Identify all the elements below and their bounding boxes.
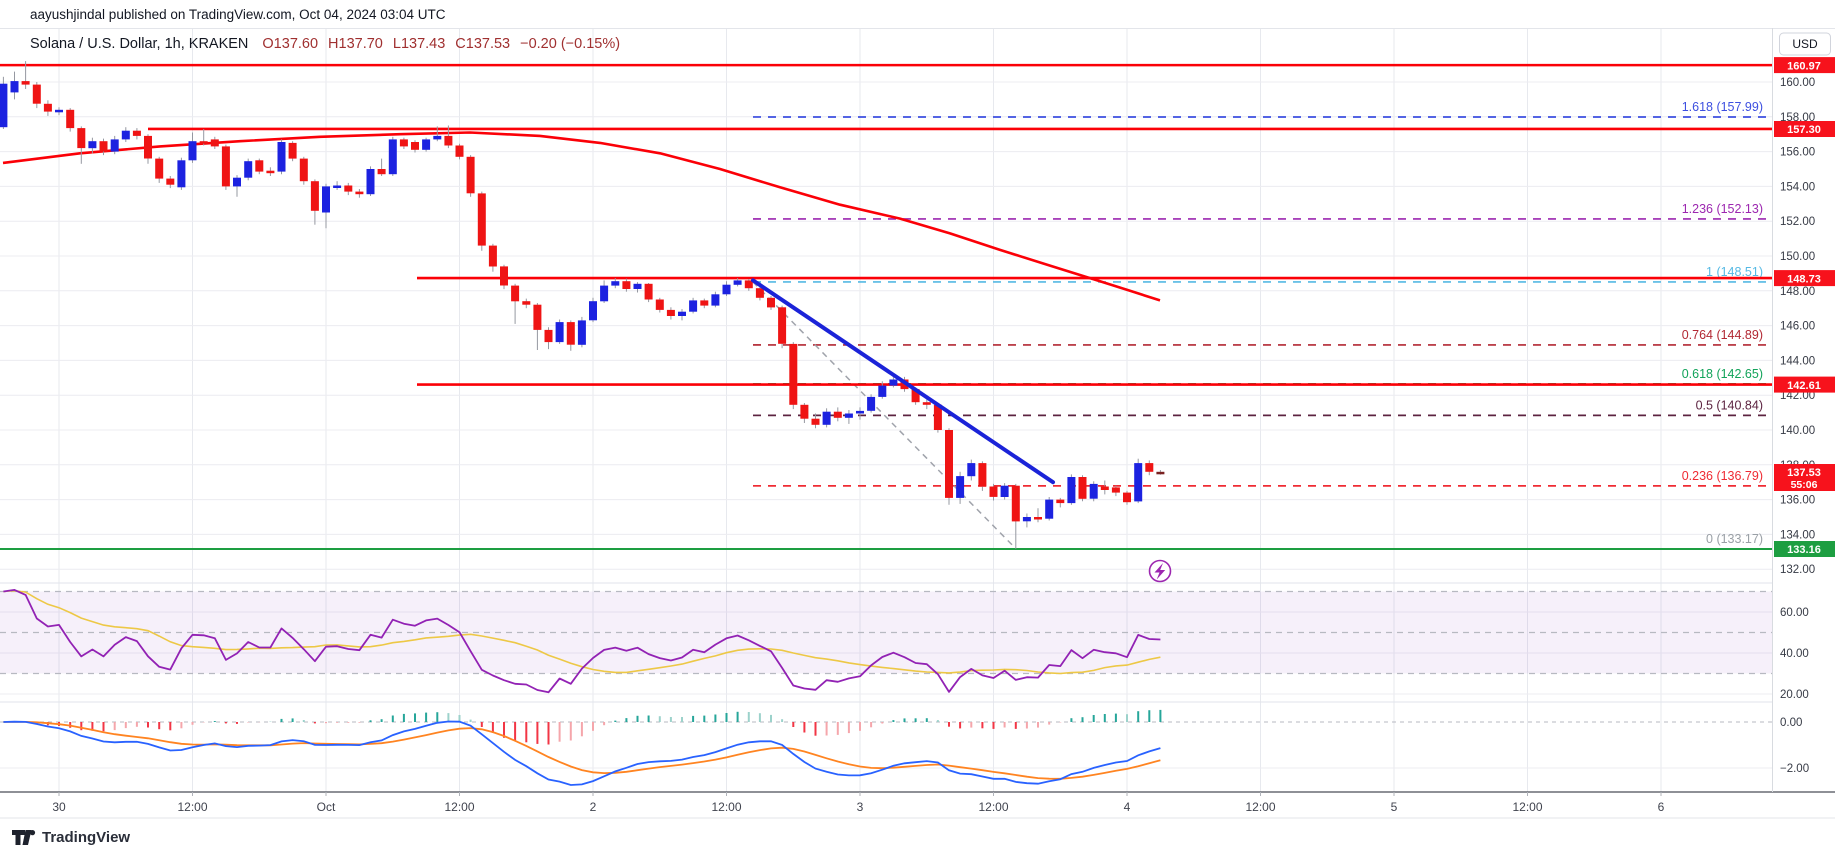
svg-text:144.00: 144.00 (1780, 355, 1815, 367)
svg-text:55:06: 55:06 (1791, 479, 1818, 491)
svg-text:156.00: 156.00 (1780, 147, 1815, 159)
tradingview-logo-text: TradingView (42, 829, 131, 846)
svg-text:0.5 (140.84): 0.5 (140.84) (1696, 398, 1763, 412)
symbol-legend: Solana / U.S. Dollar, 1h, KRAKEN O137.60 H… (30, 36, 630, 52)
candlesticks (0, 61, 1165, 549)
horizontal-level-lines[interactable] (0, 63, 1772, 551)
price-level-badge: 148.73 (1774, 270, 1835, 287)
svg-text:142.00: 142.00 (1780, 390, 1815, 402)
time-axis[interactable]: 30 12:00 Oct 12:00 2 12:00 3 12:00 4 12:00 5 12:00 6 (52, 792, 1665, 814)
svg-text:132.00: 132.00 (1780, 564, 1815, 576)
rsi-indicator (3, 589, 1161, 694)
svg-text:0.236 (136.79): 0.236 (136.79) (1682, 469, 1763, 483)
price-level-badge: 160.97 (1774, 57, 1835, 74)
price-axis[interactable]: 132.00134.00136.00138.00140.00142.00144.… (1774, 32, 1835, 775)
tradingview-logo-icon (12, 830, 36, 845)
svg-text:12:00: 12:00 (711, 800, 741, 814)
svg-text:−2.00: −2.00 (1780, 763, 1809, 775)
svg-text:140.00: 140.00 (1780, 425, 1815, 437)
currency-label[interactable]: USD (1779, 32, 1831, 56)
svg-text:USD: USD (1792, 37, 1818, 51)
last-price-badge: 137.53 55:06 (1774, 464, 1835, 491)
svg-text:Oct: Oct (317, 800, 336, 814)
svg-text:30: 30 (52, 800, 66, 814)
moving-average-line (2, 131, 1161, 302)
ohlc-change: −0.20 (−0.15%) (520, 36, 621, 52)
svg-text:12:00: 12:00 (444, 800, 474, 814)
svg-text:134.00: 134.00 (1780, 529, 1815, 541)
svg-text:12:00: 12:00 (177, 800, 207, 814)
svg-text:0.764 (144.89): 0.764 (144.89) (1682, 328, 1763, 342)
ohlc-close: C137.53 (455, 36, 511, 52)
svg-text:12:00: 12:00 (1512, 800, 1542, 814)
svg-text:158.00: 158.00 (1780, 112, 1815, 124)
svg-text:152.00: 152.00 (1780, 216, 1815, 228)
panel-separators (0, 28, 1835, 819)
svg-text:137.53: 137.53 (1787, 467, 1821, 479)
svg-text:0 (133.17): 0 (133.17) (1706, 532, 1763, 546)
price-level-badge: 133.16 (1774, 541, 1835, 557)
svg-text:146.00: 146.00 (1780, 321, 1815, 333)
svg-text:5: 5 (1391, 800, 1398, 814)
ohlc-open: O137.60 (262, 36, 319, 52)
svg-text:2: 2 (590, 800, 597, 814)
svg-text:160.97: 160.97 (1787, 60, 1821, 72)
svg-text:1.618 (157.99): 1.618 (157.99) (1682, 100, 1763, 114)
price-level-badge: 142.61 (1774, 376, 1835, 393)
published-text: aayushjindal published on TradingView.co… (30, 6, 446, 22)
svg-text:160.00: 160.00 (1780, 77, 1815, 89)
svg-text:154.00: 154.00 (1780, 181, 1815, 193)
svg-text:1 (148.51): 1 (148.51) (1706, 265, 1763, 279)
svg-text:12:00: 12:00 (978, 800, 1008, 814)
svg-text:150.00: 150.00 (1780, 251, 1815, 263)
price-level-badge: 157.30 (1774, 121, 1835, 137)
tradingview-logo[interactable]: TradingView (12, 829, 130, 846)
svg-text:133.16: 133.16 (1787, 544, 1821, 556)
lightning-marker-icon[interactable] (1148, 559, 1172, 583)
svg-text:157.30: 157.30 (1787, 124, 1821, 136)
svg-text:60.00: 60.00 (1780, 607, 1809, 619)
svg-text:1.236 (152.13): 1.236 (152.13) (1682, 202, 1763, 216)
published-bar: aayushjindal published on TradingView.co… (0, 0, 1835, 28)
svg-text:0.618 (142.65): 0.618 (142.65) (1682, 367, 1763, 381)
grid (0, 28, 1772, 792)
svg-text:148.00: 148.00 (1780, 286, 1815, 298)
trendline-drawing[interactable] (751, 278, 1055, 485)
svg-text:12:00: 12:00 (1245, 800, 1275, 814)
svg-text:136.00: 136.00 (1780, 495, 1815, 507)
svg-text:40.00: 40.00 (1780, 648, 1809, 660)
svg-text:0.00: 0.00 (1780, 717, 1802, 729)
rsi-band (0, 590, 1772, 675)
svg-text:3: 3 (857, 800, 864, 814)
svg-text:20.00: 20.00 (1780, 689, 1809, 701)
macd-indicator (3, 709, 1162, 786)
svg-text:148.73: 148.73 (1787, 273, 1821, 285)
svg-text:142.61: 142.61 (1787, 380, 1821, 392)
svg-text:6: 6 (1658, 800, 1665, 814)
ohlc-high: H137.70 (328, 36, 383, 52)
svg-text:4: 4 (1124, 800, 1131, 814)
symbol-description: Solana / U.S. Dollar, 1h, KRAKEN (30, 36, 249, 52)
ohlc-low: L137.43 (392, 36, 446, 52)
